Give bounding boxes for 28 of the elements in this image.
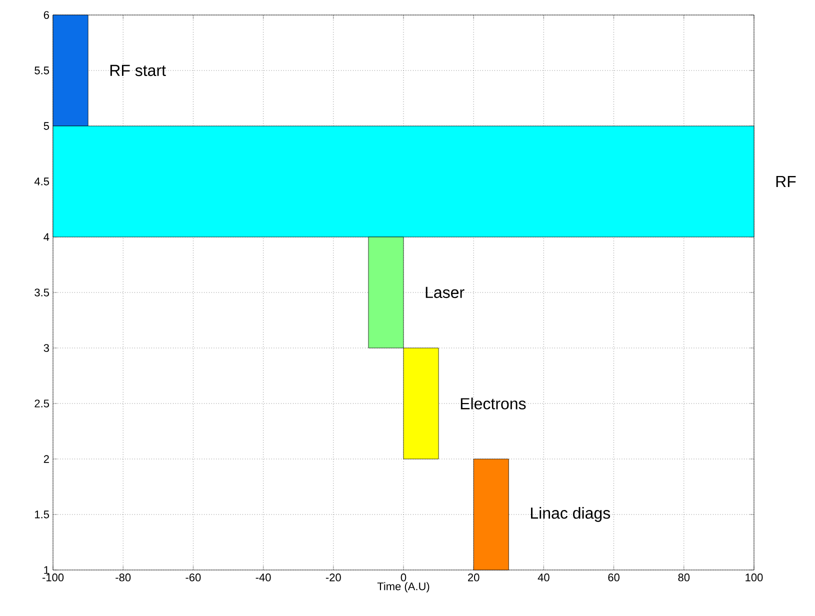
- y-tick-label: 1.5: [35, 510, 50, 518]
- legend-label: RF: [776, 176, 796, 187]
- x-tick-label: -80: [116, 574, 131, 582]
- y-tick-label: 4: [44, 233, 50, 241]
- series-label: Electrons: [460, 398, 526, 410]
- y-tick-label: 4.5: [34, 178, 50, 186]
- x-tick-label: -100: [42, 574, 64, 582]
- x-tick-label: 60: [608, 574, 620, 582]
- y-tick-label: 1: [44, 566, 49, 574]
- x-tick-label: 20: [468, 574, 480, 582]
- y-tick-label: 5: [44, 122, 50, 130]
- x-tick-label: 100: [746, 574, 763, 582]
- series-label: RF start: [110, 64, 166, 76]
- series-label: Linac diags: [531, 507, 610, 522]
- x-tick-label: 0: [400, 574, 406, 582]
- x-tick-label: 40: [538, 574, 550, 582]
- y-tick-label: 3.5: [34, 288, 50, 296]
- series-label: Laser: [426, 286, 464, 298]
- x-tick-label: 80: [678, 574, 690, 582]
- y-tick-label: 5.5: [34, 66, 50, 74]
- x-tick-label: -20: [326, 574, 341, 582]
- x-tick-label: -60: [186, 574, 201, 582]
- y-tick-label: 3: [44, 344, 49, 352]
- x-tick-label: -40: [256, 574, 271, 582]
- y-tick-label: 2.5: [34, 400, 50, 408]
- x-axis-title: Time (A.U): [377, 582, 430, 592]
- y-tick-label: 6: [44, 11, 49, 19]
- y-tick-label: 2: [44, 455, 49, 463]
